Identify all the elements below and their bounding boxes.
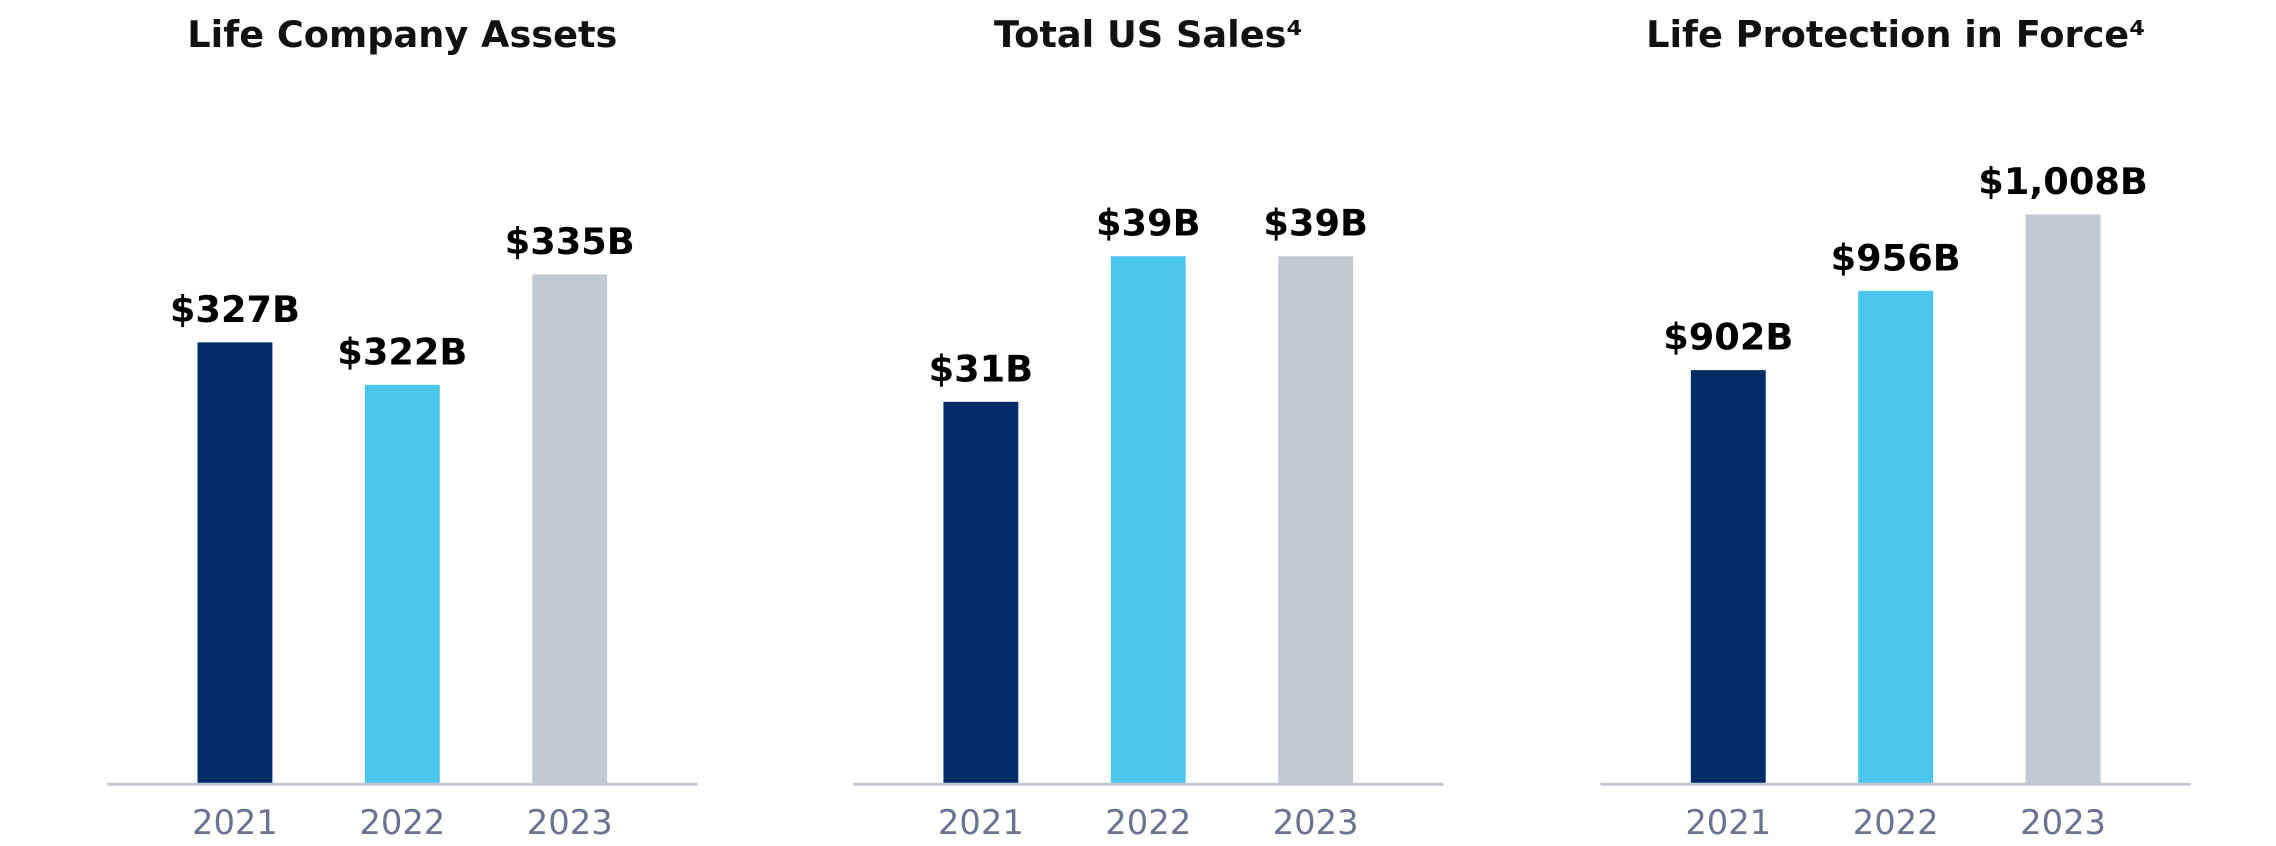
x-tick-label: 2023 bbox=[1273, 803, 1359, 842]
value-label: $1,008B bbox=[1978, 160, 2148, 203]
x-tick-label: 2023 bbox=[527, 803, 613, 842]
x-tick-label: 2023 bbox=[2020, 803, 2106, 842]
x-tick-label: 2022 bbox=[1853, 803, 1939, 842]
chart-title: Life Company Assets bbox=[187, 13, 617, 56]
value-label: $335B bbox=[505, 220, 635, 263]
x-tick-label: 2021 bbox=[938, 803, 1024, 842]
x-tick-label: 2021 bbox=[1685, 803, 1771, 842]
value-label: $322B bbox=[337, 330, 467, 373]
chart-title: Life Protection in Force⁴ bbox=[1646, 13, 2145, 56]
value-label: $39B bbox=[1263, 202, 1368, 245]
bar bbox=[1858, 290, 1934, 785]
x-tick-label: 2022 bbox=[1105, 803, 1191, 842]
bar bbox=[943, 401, 1019, 785]
bar bbox=[2025, 214, 2101, 785]
value-label: $327B bbox=[170, 288, 300, 331]
x-tick-label: 2022 bbox=[359, 803, 445, 842]
chart-title: Total US Sales⁴ bbox=[994, 13, 1303, 56]
bar bbox=[532, 274, 608, 785]
bar bbox=[1278, 256, 1354, 785]
bar bbox=[1690, 370, 1766, 785]
bar bbox=[1110, 256, 1186, 785]
value-label: $39B bbox=[1096, 202, 1201, 245]
x-tick-label: 2021 bbox=[192, 803, 278, 842]
value-label: $902B bbox=[1663, 316, 1793, 359]
bar bbox=[364, 384, 440, 785]
value-label: $956B bbox=[1831, 236, 1961, 279]
value-label: $31B bbox=[929, 347, 1034, 390]
bar bbox=[197, 342, 273, 785]
